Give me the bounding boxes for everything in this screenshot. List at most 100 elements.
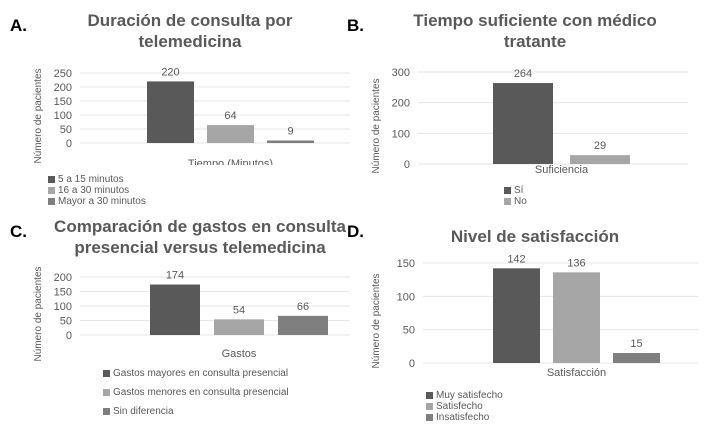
y-tick-label: 200	[392, 98, 410, 110]
y-tick-label: 50	[60, 124, 72, 136]
legend-item: 16 a 30 minutos	[48, 185, 129, 196]
y-axis-label: Número de pacientes	[33, 266, 44, 361]
legend-item: Satisfecho	[426, 401, 483, 412]
chart-d: 0 50 100 150 Número de pacientes 142 136 15 Sati…	[371, 253, 698, 379]
legend-swatch	[426, 391, 433, 399]
data-label: 220	[161, 66, 179, 78]
x-axis-label: Tiempo (Minutos)	[188, 158, 273, 165]
bar	[207, 125, 254, 143]
panel-label-c: C.	[10, 222, 27, 241]
panel-label-a: A.	[10, 16, 27, 35]
chart-c: 0 50 100 150 200 Número de pacientes 174 54 66 Ga…	[33, 266, 350, 362]
bar	[150, 284, 200, 335]
chart-title-b-line-2: tratante	[503, 32, 567, 51]
legend-label: Sí	[514, 185, 524, 196]
legend-a: 5 a 15 minutos16 a 30 minutosMayor a 30 …	[48, 174, 156, 207]
x-axis-label: Suficiencia	[535, 164, 589, 176]
legend-item: Sí	[504, 185, 523, 196]
y-tick-label: 100	[54, 301, 72, 313]
data-label: 136	[567, 257, 585, 269]
chart-title-c-line-2: presencial versus telemedicina	[74, 238, 326, 257]
legend-d: Muy satisfechoSatisfechoInsatisfecho	[426, 390, 513, 423]
legend-swatch	[48, 197, 55, 205]
legend-item: Muy satisfecho	[426, 390, 503, 401]
legend-swatch	[426, 402, 433, 410]
legend-item: Mayor a 30 minutos	[48, 196, 146, 207]
legend-item: Insatisfecho	[426, 412, 489, 423]
y-axis-label: Número de pacientes	[371, 273, 382, 368]
y-tick-label: 50	[60, 316, 72, 328]
y-tick-label: 250	[54, 68, 72, 80]
data-label: 54	[233, 304, 245, 316]
x-axis-label: Gastos	[222, 348, 257, 360]
legend-label: 16 a 30 minutos	[58, 185, 130, 196]
panel-label-d: D.	[347, 222, 364, 241]
legend-swatch	[504, 197, 511, 205]
legend-item: Gastos mayores en consulta presencial	[103, 368, 289, 379]
chart-title-d: Nivel de satisfacción	[385, 226, 685, 247]
legend-item: No	[504, 196, 527, 207]
y-tick-label: 0	[409, 358, 415, 370]
legend-label: Satisfecho	[436, 401, 483, 412]
y-tick-label: 150	[54, 287, 72, 299]
legend-swatch	[103, 407, 110, 415]
chart-title-a-line-1: Duración de consulta por	[87, 11, 293, 30]
legend-label: Muy satisfecho	[436, 390, 503, 401]
bar	[267, 140, 314, 143]
legend-swatch	[48, 175, 55, 183]
y-tick-label: 150	[397, 258, 415, 270]
data-label: 174	[166, 270, 184, 282]
legend-b: SíNo	[504, 185, 537, 207]
y-tick-label: 200	[54, 272, 72, 284]
chart-title-c: Comparación de gastos en consulta presen…	[40, 216, 360, 258]
data-label: 15	[630, 338, 642, 350]
bar	[214, 319, 264, 335]
chart-title-a-line-2: telemedicina	[138, 32, 242, 51]
bar	[613, 353, 660, 363]
data-label: 9	[287, 125, 293, 137]
legend-label: Insatisfecho	[436, 412, 490, 423]
legend-item: 5 a 15 minutos	[48, 174, 124, 185]
data-label: 29	[594, 140, 606, 152]
data-label: 142	[507, 253, 525, 265]
y-tick-label: 100	[54, 110, 72, 122]
chart-title-b-line-1: Tiempo suficiente con médico	[413, 11, 657, 30]
y-tick-label: 0	[66, 330, 72, 342]
data-label: 66	[297, 301, 309, 313]
data-label: 264	[514, 68, 532, 80]
legend-swatch	[48, 186, 55, 194]
y-axis-label: Número de pacientes	[33, 68, 44, 163]
data-label: 64	[224, 110, 236, 122]
bar	[147, 81, 194, 143]
y-tick-label: 0	[66, 138, 72, 150]
chart-title-c-line-1: Comparación de gastos en consulta	[54, 217, 346, 236]
y-axis-label: Número de pacientes	[371, 78, 382, 173]
legend-label: 5 a 15 minutos	[58, 174, 124, 185]
legend-label: Gastos menores en consulta presencial	[113, 387, 289, 398]
bar	[570, 155, 630, 164]
chart-a: 0 50 100 150 200 250 Número de pacientes 220 64 9…	[33, 66, 350, 165]
legend-swatch	[426, 413, 433, 421]
legend-item: Sin diferencia	[103, 406, 289, 417]
legend-c: Gastos mayores en consulta presencial Gas…	[103, 368, 299, 425]
legend-swatch	[504, 186, 511, 194]
legend-swatch	[103, 388, 110, 396]
panel-label-b: B.	[347, 16, 364, 35]
legend-swatch	[103, 369, 110, 377]
y-tick-label: 200	[54, 82, 72, 94]
bar	[493, 268, 540, 363]
legend-label: No	[514, 196, 527, 207]
legend-label: Gastos mayores en consulta presencial	[113, 368, 289, 379]
legend-label: Mayor a 30 minutos	[58, 196, 146, 207]
chart-b: 0 100 200 300 Número de pacientes 264 29 Sufici…	[371, 67, 688, 176]
x-axis-label: Satisfacción	[547, 367, 606, 379]
bar	[278, 315, 328, 335]
bar	[553, 272, 600, 363]
y-tick-label: 300	[392, 67, 410, 79]
legend-item: Gastos menores en consulta presencial	[103, 387, 289, 398]
bar	[493, 83, 553, 164]
y-tick-label: 100	[397, 291, 415, 303]
chart-title-d-line-1: Nivel de satisfacción	[450, 227, 620, 246]
legend-label: Sin diferencia	[113, 406, 174, 417]
y-tick-label: 150	[54, 96, 72, 108]
